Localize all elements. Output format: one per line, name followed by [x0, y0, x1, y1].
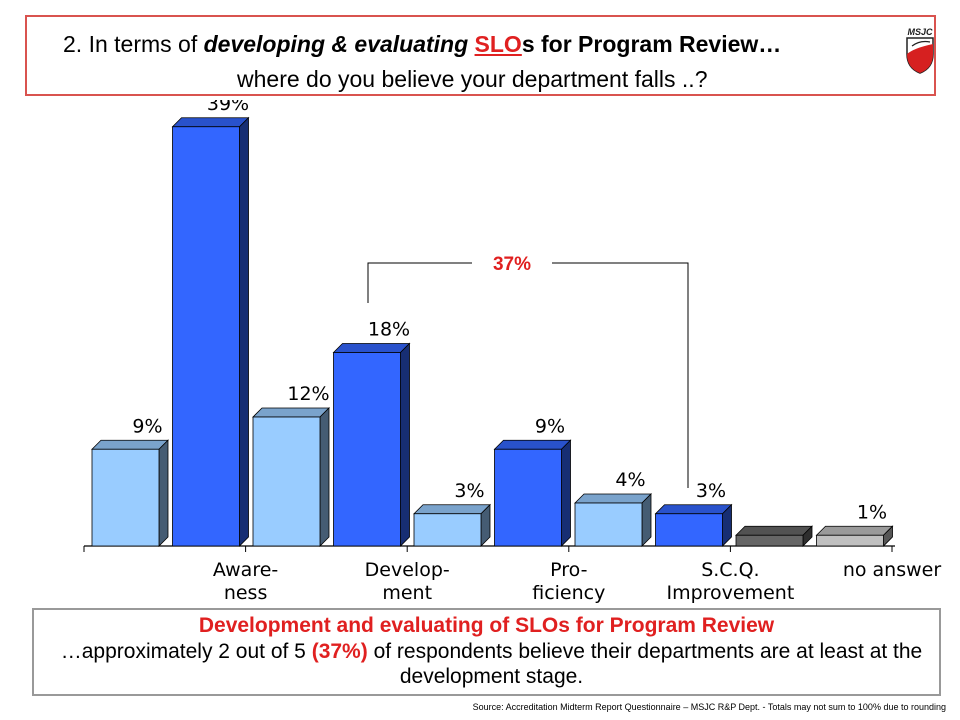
bar-data-label: 3% — [454, 480, 484, 502]
category-label: no answer — [843, 559, 942, 581]
category-label: Develop-ment — [365, 559, 450, 604]
bar-data-label: 39% — [207, 100, 249, 115]
bar — [493, 439, 572, 547]
title-line-1: 2. In terms of developing & evaluating S… — [63, 31, 781, 58]
bar — [171, 116, 250, 547]
category-label: Aware-ness — [213, 559, 278, 604]
summary-box: Development and evaluating of SLOs for P… — [32, 608, 941, 696]
bar-data-label: 18% — [368, 319, 410, 341]
title-suffix: s for Program Review… — [521, 31, 782, 57]
bracket-right — [552, 262, 689, 488]
summary-title: Development and evaluating of SLOs for P… — [198, 614, 775, 637]
category-label: Pro-ficiency — [532, 559, 605, 604]
bracket-label: 37% — [493, 254, 531, 275]
bar-data-label: 9% — [132, 415, 162, 437]
msjc-logo-icon: MSJC — [906, 27, 934, 74]
bar — [91, 439, 169, 547]
bar-data-label: 1% — [857, 501, 887, 523]
bar — [654, 503, 733, 547]
bar-chart: 9% 39% 12% 18% 3% 9% 4% 3% 1% Aware-ness Develop-m… — [83, 100, 942, 604]
bar — [332, 342, 411, 547]
category-label: S.C.Q. Improvement — [666, 559, 794, 604]
summary-text-percent: (37%) — [311, 640, 368, 663]
bar — [574, 493, 652, 547]
title-slo-link: SLO — [474, 31, 522, 57]
title-line-2: where do you believe your department fal… — [237, 66, 708, 92]
bar-data-label: 3% — [696, 480, 726, 502]
bar-data-label: 4% — [615, 469, 645, 491]
bar — [252, 407, 330, 547]
title-emphasis: developing & evaluating — [203, 31, 469, 57]
bar-data-label: 12% — [287, 383, 329, 405]
bracket-left — [367, 262, 472, 303]
bar — [815, 525, 894, 547]
source-note: Source: Accreditation Midterm Report Que… — [472, 702, 946, 712]
bar — [413, 503, 491, 547]
bar — [735, 525, 813, 547]
summary-text-pre: …approximately 2 out of 5 — [60, 640, 312, 663]
title-prefix: 2. In terms of — [63, 31, 204, 57]
bar-data-label: 9% — [535, 415, 565, 437]
summary-text-post: of respondents believe their departments… — [367, 640, 923, 688]
summary-text: …approximately 2 out of 5 (37%) of respo… — [54, 639, 929, 689]
svg-text:MSJC: MSJC — [907, 27, 933, 37]
title-box: 2. In terms of developing & evaluating S… — [25, 15, 936, 96]
